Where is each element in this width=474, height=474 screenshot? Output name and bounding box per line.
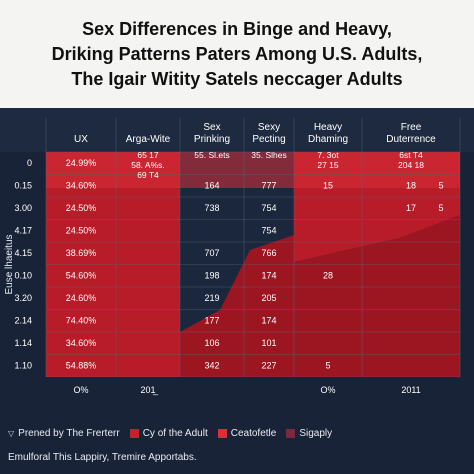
row-label: 2.14 xyxy=(14,316,32,326)
top-cell-value: 55. Sl.ets xyxy=(194,150,229,160)
chart-note: Emulforal This Lappiry, Tremire Apportab… xyxy=(8,452,197,463)
row-label: 1.14 xyxy=(14,338,32,348)
cell-value: 198 xyxy=(204,271,219,281)
percent-value: 54.60% xyxy=(66,271,97,281)
legend-label: Prened by The Frerterr xyxy=(18,428,120,439)
percent-value: 24.99% xyxy=(66,158,97,168)
row-label: 4.15 xyxy=(14,248,32,258)
row-label: 4.17 xyxy=(14,226,32,236)
top-cell-value: 7. 3ot xyxy=(317,150,339,160)
red-area-middle xyxy=(180,235,294,377)
column-header-4: Sexy xyxy=(258,122,280,133)
footer-label: 201̲ xyxy=(140,385,158,395)
legend-swatch xyxy=(286,429,296,438)
footer-background xyxy=(0,377,474,401)
cell-value: 177 xyxy=(204,316,219,326)
percent-value: 38.69% xyxy=(66,248,97,258)
column-header-5: Heavy xyxy=(314,122,342,133)
cell-value: 106 xyxy=(204,338,219,348)
column-header-3: Prinking xyxy=(194,134,230,145)
cell-value: 101 xyxy=(261,338,276,348)
percent-value: 24.60% xyxy=(66,293,97,303)
row-label: 1.10 xyxy=(14,361,32,371)
cell-value: 227 xyxy=(261,361,276,371)
cell-value: 766 xyxy=(261,248,276,258)
cell-value: 17 xyxy=(406,203,416,213)
title-banner: Sex Differences in Binge and Heavy, Drik… xyxy=(0,0,474,108)
column-header-1: UX xyxy=(74,134,88,145)
footer-label: O% xyxy=(320,385,335,395)
legend-label: Sigaply xyxy=(299,428,333,439)
footer-label: 2011 xyxy=(401,385,420,395)
cell-value: 342 xyxy=(204,361,219,371)
top-cell-value: 27 15 xyxy=(317,160,339,170)
column-header-6: Duterrence xyxy=(386,134,436,145)
legend-swatch xyxy=(129,429,139,438)
cell-value: 18 xyxy=(406,181,416,191)
top-band-highlight xyxy=(46,152,460,188)
legend-label: Cy of the Adult xyxy=(142,428,208,439)
cell-value: 15 xyxy=(323,181,333,191)
column-header-6: Free xyxy=(401,122,422,133)
row-label: 3.20 xyxy=(14,293,32,303)
cell-value: 205 xyxy=(261,293,276,303)
legend-item: ▽ Prened by The Frerterr xyxy=(8,428,120,439)
cell-value: 174 xyxy=(261,316,276,326)
red-region-right xyxy=(294,152,460,377)
cell-value: 28 xyxy=(323,271,333,281)
column-header-4: Pecting xyxy=(252,134,285,145)
column-header-5: Dhaming xyxy=(308,134,348,145)
top-cell-value: 65 17 xyxy=(137,150,159,160)
top-cell-value: 6st T4 xyxy=(399,150,423,160)
cell-value: 5 xyxy=(325,361,330,371)
cell-value: 5 xyxy=(438,203,443,213)
percent-value: 34.60% xyxy=(66,181,97,191)
cell-value: 754 xyxy=(261,226,276,236)
header-background xyxy=(0,108,474,152)
percent-value: 74.40% xyxy=(66,316,97,326)
legend: ▽ Prened by The Frerterr Cy of the Adult Ce… xyxy=(8,428,342,439)
cell-value: 738 xyxy=(204,203,219,213)
row-label: 3.00 xyxy=(14,203,32,213)
percent-value: 34.60% xyxy=(66,338,97,348)
cell-value: 174 xyxy=(261,271,276,281)
legend-item: Sigaply xyxy=(286,428,332,439)
row-label: 0.15 xyxy=(14,181,32,191)
red-area-right-lower xyxy=(294,215,460,377)
column-header-2: Arga-Wite xyxy=(126,134,171,145)
row-label: 0.10 xyxy=(14,271,32,281)
legend-item: Cy of the Adult xyxy=(129,428,208,439)
chart-title-line-2: Driking Patterns Paters Among U.S. Adult… xyxy=(51,44,423,64)
cell-value: 164 xyxy=(204,181,219,191)
row-label: 0 xyxy=(27,158,32,168)
percent-value: 24.50% xyxy=(66,226,97,236)
cell-value: 707 xyxy=(204,248,219,258)
cell-value: 754 xyxy=(261,203,276,213)
legend-arrow-icon: ▽ xyxy=(8,429,15,438)
cell-value: 5 xyxy=(438,181,443,191)
chart-title-line-1: Sex Differences in Binge and Heavy, xyxy=(82,19,392,39)
footer-label: O% xyxy=(73,385,88,395)
chart-title-line-3: The Igair Witity Satels neccager Adults xyxy=(71,69,403,89)
top-cell-value: 204 18 xyxy=(398,160,424,170)
percent-value: 54.88% xyxy=(66,361,97,371)
top-cell-value: 58. A%s. xyxy=(131,160,165,170)
y-axis-label: Euse lhaeitus xyxy=(4,234,15,294)
legend-label: Ceatofetle xyxy=(230,428,277,439)
legend-swatch xyxy=(217,429,227,438)
top-cell-value: 69 T4 xyxy=(137,170,159,180)
column-header-3: Sex xyxy=(203,122,220,133)
legend-item: Ceatofetle xyxy=(217,428,277,439)
cell-value: 777 xyxy=(261,181,276,191)
top-cell-value: 35. Slhes xyxy=(251,150,286,160)
percent-value: 24.50% xyxy=(66,203,97,213)
cell-value: 219 xyxy=(204,293,219,303)
